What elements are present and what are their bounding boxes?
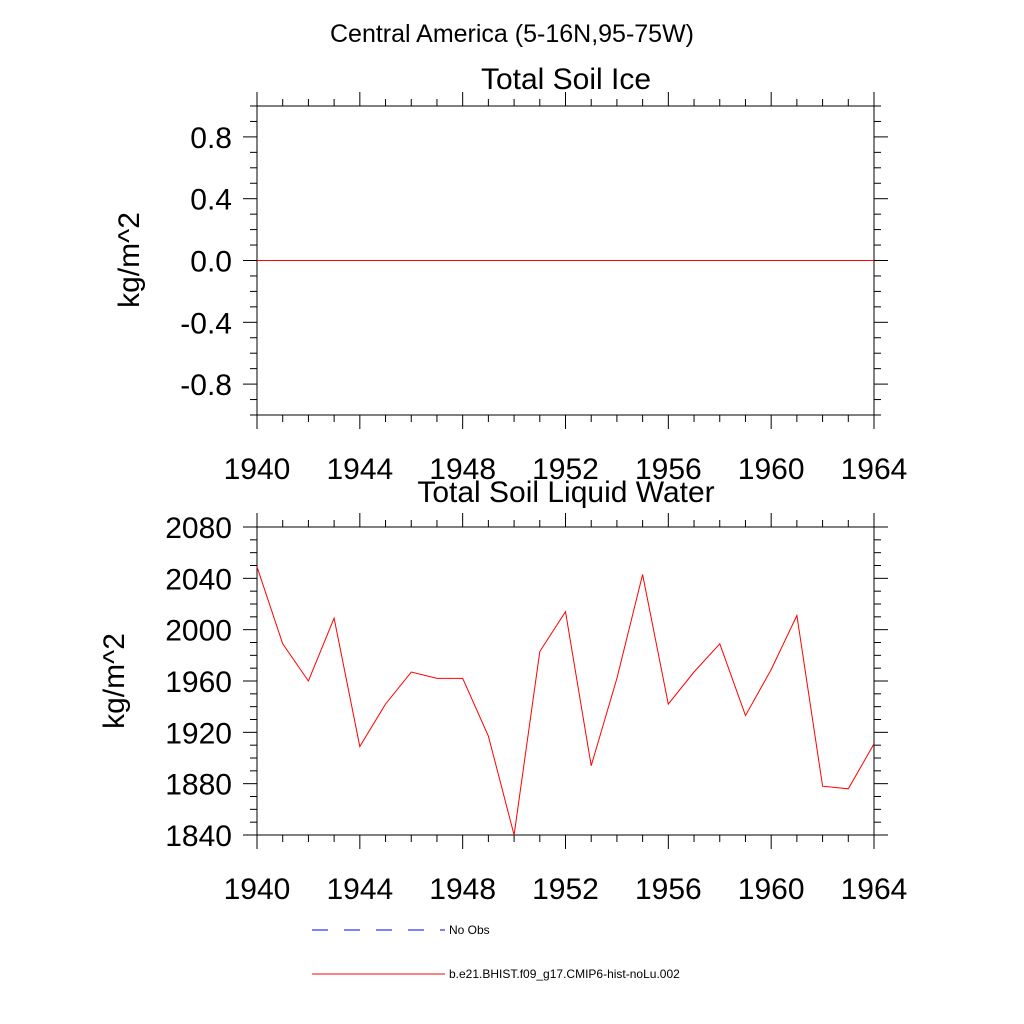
y-tick-label: -0.4 [180,307,232,340]
y-tick-label: 1840 [165,820,232,853]
y-tick-label: 2040 [165,563,232,596]
y-tick-label: 0.0 [190,246,232,279]
y-axis-label-soil-liquid-water: kg/m^2 [98,633,131,729]
y-tick-labels-soil-liquid-water: 2080 2040 2000 1960 1920 1880 1840 [165,512,232,853]
y-tick-label: 1920 [165,717,232,750]
x-tick-label: 1952 [532,453,599,486]
y-tick-label: 2080 [165,512,232,545]
x-tick-label: 1960 [738,873,805,906]
tick-marks-soil-ice [243,92,888,429]
x-tick-label: 1940 [224,873,291,906]
figure-title: Central America (5-16N,95-75W) [330,20,694,48]
panel-title-soil-ice: Total Soil Ice [481,63,651,96]
series-line [256,566,875,836]
plot-frame-soil-liquid-water [256,526,875,836]
legend: No Obs b.e21.BHIST.f09_g17.CMIP6-hist-no… [312,923,680,981]
panel-total-soil-liquid-water: Total Soil Liquid Water kg/m^2 208020402… [98,476,907,906]
y-tick-label: 1960 [165,666,232,699]
y-tick-label: -0.8 [180,369,232,402]
panel-title-soil-liquid-water: Total Soil Liquid Water [417,476,714,509]
x-tick-label: 1948 [429,453,496,486]
y-tick-label: 1880 [165,769,232,802]
x-tick-label: 1964 [841,453,908,486]
x-tick-label: 1956 [635,453,702,486]
series-group-soil-liquid-water [256,566,875,836]
y-axis-label-soil-ice: kg/m^2 [113,212,146,308]
y-tick-label: 2000 [165,615,232,648]
y-tick-labels-soil-ice: 0.8 0.4 0.0 -0.4 -0.8 [180,122,232,402]
panel-total-soil-ice: Total Soil Ice kg/m^2 0.80.40.0-0.4-0.8 … [113,63,907,486]
y-tick-label: 0.4 [190,184,232,217]
x-tick-label: 1940 [224,453,291,486]
x-tick-labels-soil-ice: 1940 1944 1948 1952 1956 1960 1964 [224,453,908,486]
x-tick-label: 1956 [635,873,702,906]
x-tick-label: 1960 [738,453,805,486]
x-tick-label: 1952 [532,873,599,906]
x-tick-labels-soil-liquid-water: 1940 1944 1948 1952 1956 1960 1964 [224,873,908,906]
y-tick-label: 0.8 [190,122,232,155]
legend-label-model: b.e21.BHIST.f09_g17.CMIP6-hist-noLu.002 [449,967,680,981]
x-tick-label: 1944 [326,453,393,486]
x-tick-label: 1964 [841,873,908,906]
x-tick-label: 1948 [429,873,496,906]
legend-label-no-obs: No Obs [449,923,490,937]
tick-marks-soil-liquid-water [243,513,888,849]
x-tick-label: 1944 [326,873,393,906]
